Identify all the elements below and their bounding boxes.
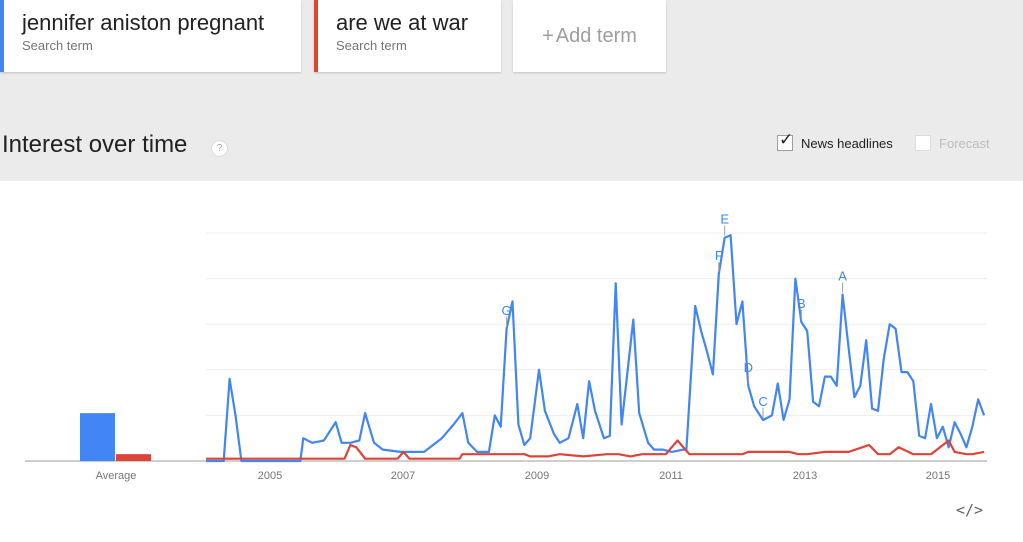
news-headlines-label: News headlines <box>801 135 893 151</box>
average-bar <box>116 454 151 461</box>
embed-code-icon[interactable]: </> <box>956 501 984 519</box>
news-headlines-toggle[interactable]: ✓ News headlines <box>777 131 893 151</box>
add-term-button[interactable]: + Add term <box>513 0 666 72</box>
series-line <box>206 234 986 463</box>
search-term-card-2[interactable]: are we at war Search term <box>314 0 501 72</box>
series-line <box>206 439 985 460</box>
annotation-label: D <box>744 360 753 375</box>
forecast-label: Forecast <box>939 135 990 151</box>
checkbox-checked[interactable]: ✓ <box>777 131 793 151</box>
x-tick-label: 2013 <box>793 470 817 482</box>
term-type-label: Search term <box>22 38 93 53</box>
annotation-label: E <box>720 212 729 227</box>
check-icon: ✓ <box>779 130 794 149</box>
average-label: Average <box>96 470 137 482</box>
plus-icon: + <box>542 24 554 47</box>
term-name: jennifer aniston pregnant <box>22 10 265 35</box>
x-tick-label: 2009 <box>525 470 549 482</box>
annotation-label: B <box>797 296 806 311</box>
x-tick-label: 2005 <box>258 470 282 482</box>
x-tick-label: 2011 <box>659 470 683 482</box>
annotation-label: G <box>502 303 512 318</box>
x-tick-label: 2015 <box>926 470 950 482</box>
average-bar <box>80 413 115 461</box>
help-icon[interactable]: ? <box>211 140 228 157</box>
chart-panel: 2005 2007 2009 2011 2013 2015 Average A B C D E F G <… <box>0 181 1023 542</box>
term-name: are we at war <box>336 10 469 35</box>
x-tick-label: 2007 <box>391 470 415 482</box>
term-type-label: Search term <box>336 38 407 53</box>
checkbox-unchecked[interactable] <box>915 135 931 151</box>
add-term-label: Add term <box>555 24 637 47</box>
annotation-label: C <box>758 394 767 409</box>
search-term-card-1[interactable]: jennifer aniston pregnant Search term <box>0 0 301 72</box>
annotation-label: F <box>715 248 723 263</box>
term-color-stripe <box>0 0 4 72</box>
term-color-stripe <box>314 0 318 72</box>
section-title: Interest over time <box>2 131 188 158</box>
annotation-label: A <box>838 269 847 284</box>
interest-over-time-chart[interactable]: 2005 2007 2009 2011 2013 2015 Average A B C D E F G <box>0 181 1023 542</box>
forecast-toggle[interactable]: Forecast <box>915 135 990 151</box>
